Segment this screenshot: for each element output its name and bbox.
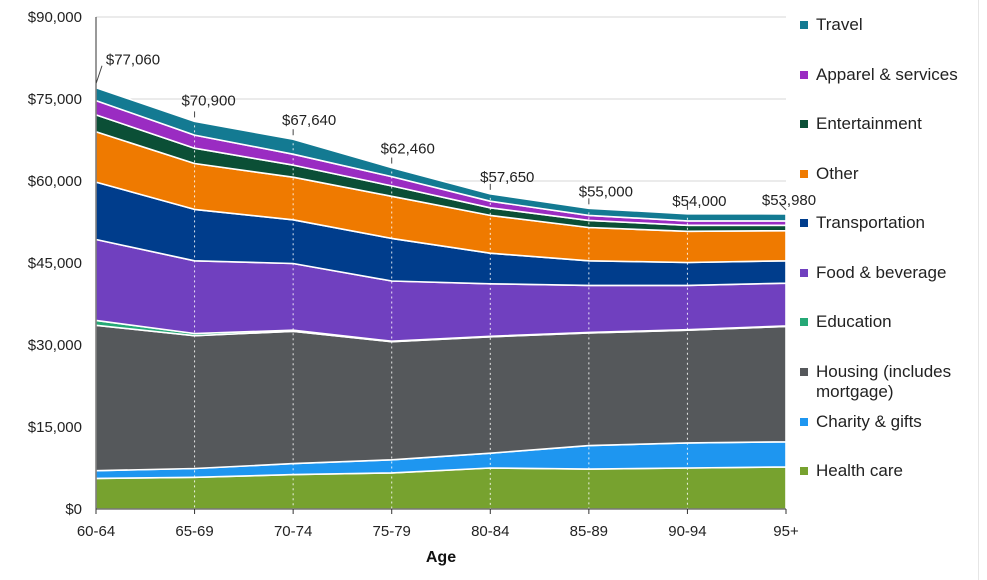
x-tick-label: 65-69 bbox=[175, 523, 213, 540]
x-tick-label: 80-84 bbox=[471, 523, 509, 540]
legend-label: Housing (includes mortgage) bbox=[816, 362, 952, 401]
legend-swatch bbox=[800, 21, 808, 29]
legend-item: Travel bbox=[800, 15, 981, 35]
legend-label: Travel bbox=[816, 15, 863, 34]
legend-item: Apparel & services bbox=[800, 65, 981, 85]
total-label: $77,060 bbox=[106, 52, 160, 69]
legend-item: Food & beverage bbox=[800, 263, 981, 283]
legend-item: Other bbox=[800, 164, 981, 184]
legend-item: Transportation bbox=[800, 213, 981, 233]
legend-label: Transportation bbox=[816, 213, 925, 232]
x-axis-title: Age bbox=[426, 549, 456, 566]
total-leader bbox=[95, 65, 103, 84]
y-tick-label: $60,000 bbox=[28, 173, 82, 190]
legend-swatch bbox=[800, 219, 808, 227]
legend-swatch bbox=[800, 467, 808, 475]
divider bbox=[978, 0, 979, 580]
y-tick-label: $0 bbox=[65, 501, 82, 518]
total-label: $70,900 bbox=[181, 92, 235, 109]
x-tick-label: 95+ bbox=[773, 523, 799, 540]
legend-label: Entertainment bbox=[816, 114, 922, 133]
legend-label: Charity & gifts bbox=[816, 412, 922, 431]
legend-item: Health care bbox=[800, 461, 981, 481]
total-label: $53,980 bbox=[762, 192, 816, 209]
y-tick-label: $15,000 bbox=[28, 419, 82, 436]
legend-label: Apparel & services bbox=[816, 65, 958, 84]
area-travel bbox=[95, 86, 787, 222]
x-tick-label: 70-74 bbox=[274, 523, 312, 540]
y-tick-label: $75,000 bbox=[28, 91, 82, 108]
legend-label: Health care bbox=[816, 461, 903, 480]
x-tick-label: 90-94 bbox=[668, 523, 706, 540]
legend-swatch bbox=[800, 318, 808, 326]
legend-swatch bbox=[800, 120, 808, 128]
legend-item: Housing (includes mortgage) bbox=[800, 362, 981, 402]
legend-label: Other bbox=[816, 164, 859, 183]
legend-label: Food & beverage bbox=[816, 263, 947, 282]
area-series bbox=[95, 86, 787, 510]
total-label: $54,000 bbox=[672, 193, 726, 210]
total-leader bbox=[779, 203, 787, 211]
total-label: $55,000 bbox=[579, 183, 633, 200]
x-tick-label: 75-79 bbox=[373, 523, 411, 540]
total-label: $67,640 bbox=[282, 112, 336, 129]
legend-swatch bbox=[800, 269, 808, 277]
total-label: $57,650 bbox=[480, 169, 534, 186]
legend-swatch bbox=[800, 71, 808, 79]
vertical-grid-lines bbox=[194, 125, 688, 509]
x-tick-label: 85-89 bbox=[570, 523, 608, 540]
legend-swatch bbox=[800, 368, 808, 376]
legend-swatch bbox=[800, 170, 808, 178]
y-tick-label: $45,000 bbox=[28, 255, 82, 272]
total-labels: $77,060 $70,900 $67,640 $62,460 $57,650 $55,0… bbox=[95, 52, 816, 211]
legend-item: Charity & gifts bbox=[800, 412, 981, 432]
x-tick-label: 60-64 bbox=[77, 523, 115, 540]
total-label: $62,460 bbox=[381, 141, 435, 158]
legend-swatch bbox=[800, 418, 808, 426]
legend-label: Education bbox=[816, 312, 892, 331]
y-tick-label: $30,000 bbox=[28, 337, 82, 354]
y-tick-label: $90,000 bbox=[28, 9, 82, 26]
x-axis: 60-64 65-69 70-74 75-79 80-84 85-89 90-94 95+ bbox=[77, 508, 799, 540]
legend-item: Education bbox=[800, 312, 981, 332]
y-axis: $0 $15,000 $30,000 $45,000 $60,000 $75,000 $90… bbox=[28, 9, 97, 518]
legend-item: Entertainment bbox=[800, 114, 981, 134]
